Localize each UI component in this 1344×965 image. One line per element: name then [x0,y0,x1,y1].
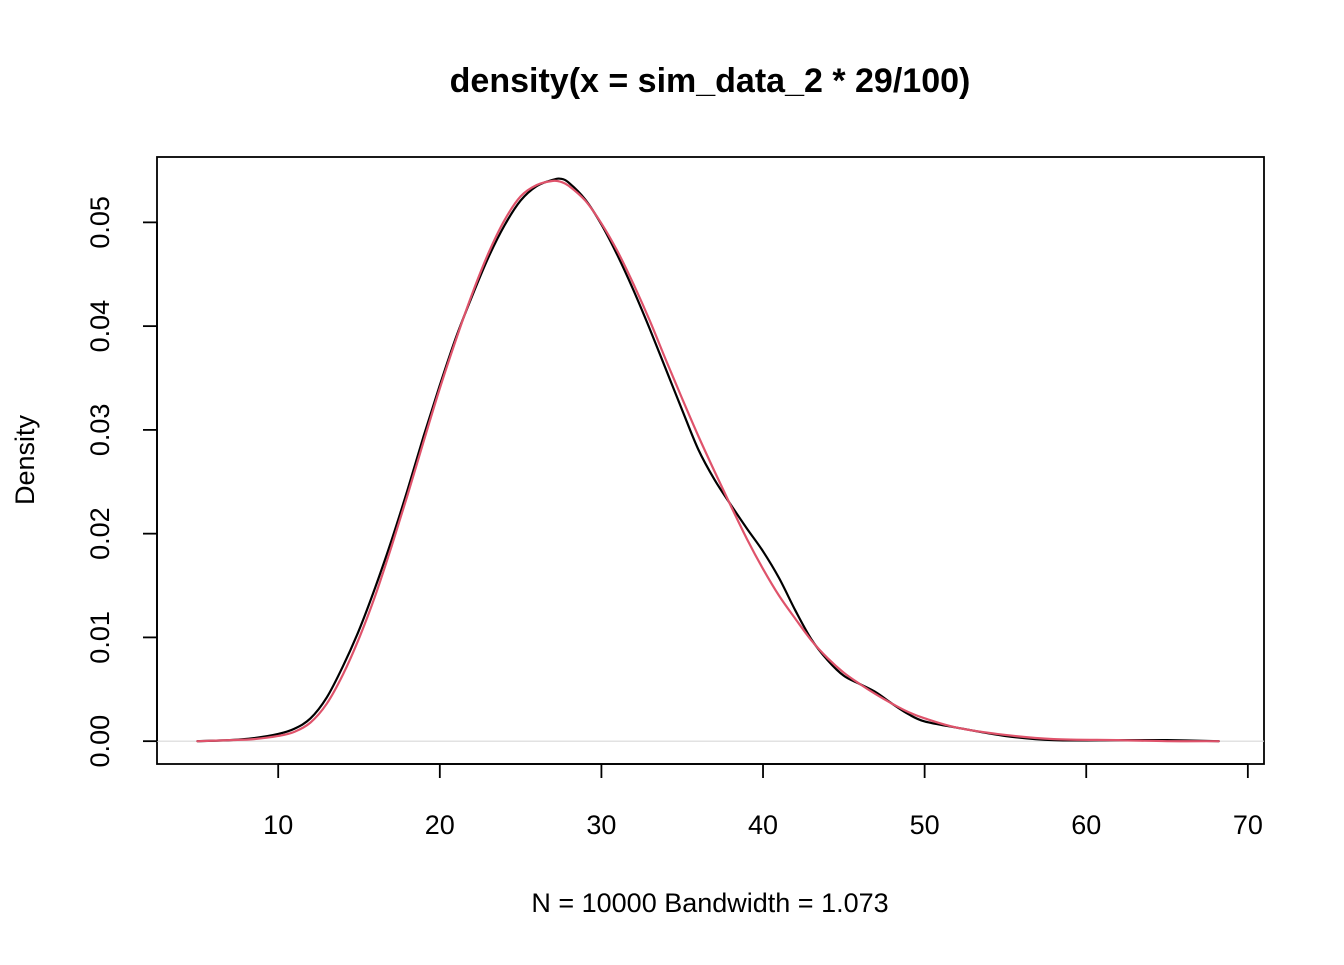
x-axis: 10 20 30 40 50 60 70 [263,763,1263,840]
y-tick-label: 0.05 [85,196,115,249]
y-axis-label: Density [10,414,40,505]
x-tick-label: 50 [910,810,940,840]
x-tick-label: 70 [1233,810,1263,840]
density-curves [196,177,1220,743]
y-axis: 0.00 0.01 0.02 0.03 0.04 0.05 [85,196,158,768]
x-tick-label: 40 [748,810,778,840]
y-tick-label: 0.01 [85,611,115,664]
x-tick-label: 20 [425,810,455,840]
y-tick-label: 0.00 [85,715,115,768]
y-tick-label: 0.04 [85,300,115,353]
x-axis-label: N = 10000 Bandwidth = 1.073 [531,888,888,918]
y-tick-label: 0.02 [85,507,115,560]
chart-title: density(x = sim_data_2 * 29/100) [450,62,971,100]
density-curve-red [196,179,1220,743]
x-tick-label: 10 [263,810,293,840]
x-tick-label: 60 [1071,810,1101,840]
x-tick-label: 30 [586,810,616,840]
y-tick-label: 0.03 [85,404,115,457]
